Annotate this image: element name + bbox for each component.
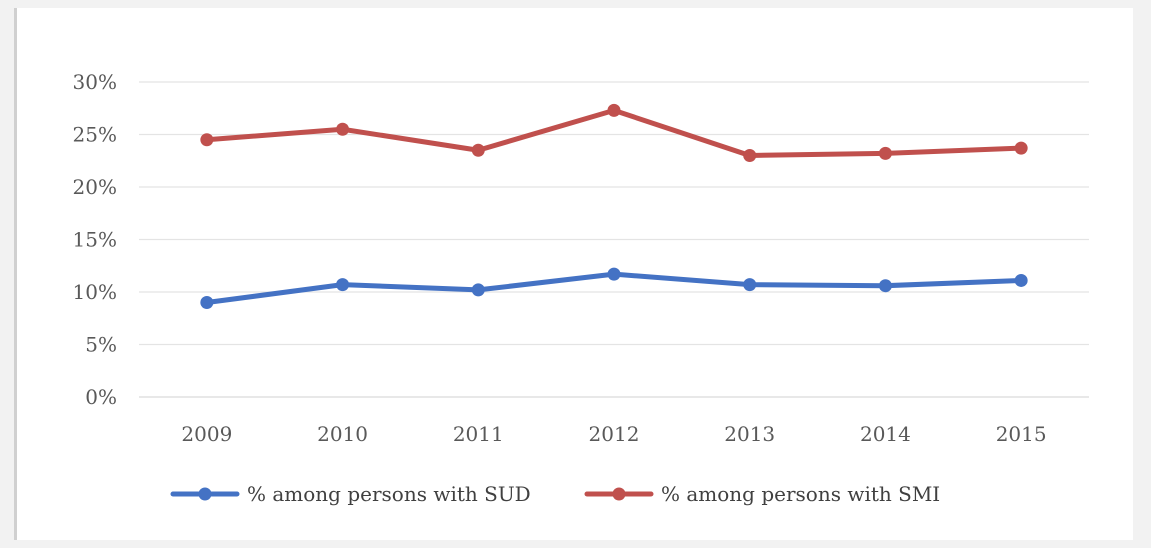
legend-label-1: % among persons with SUD (247, 482, 531, 506)
data-point (1014, 273, 1028, 287)
series-line-2 (204, 107, 1024, 158)
y-tick-label: 0% (85, 385, 117, 409)
y-tick-label: 15% (73, 228, 117, 252)
data-point (607, 103, 621, 117)
legend-label-2: % among persons with SMI (661, 482, 940, 506)
data-point (336, 122, 350, 136)
x-tick-label: 2010 (317, 422, 368, 446)
data-point (878, 279, 892, 293)
y-tick-label: 20% (73, 175, 117, 199)
data-point (878, 146, 892, 160)
data-point (743, 278, 757, 292)
data-point (200, 133, 214, 147)
data-point (1014, 141, 1028, 155)
data-point (607, 267, 621, 281)
legend-marker-1 (198, 487, 212, 501)
x-tick-label: 2014 (860, 422, 911, 446)
data-point (743, 149, 757, 162)
y-tick-label: 5% (85, 333, 117, 357)
data-point (200, 296, 214, 309)
line-chart: 0% 5% 10% 15% 20% 25% 30% 2009 2010 2011 2012 2013 2… (73, 70, 1089, 506)
x-tick-label: 2012 (589, 422, 640, 446)
x-tick-label: 2009 (181, 422, 232, 446)
legend-marker-2 (612, 487, 626, 501)
y-tick-label: 10% (73, 280, 117, 304)
data-point (336, 278, 350, 292)
data-point (471, 283, 485, 297)
data-point (471, 143, 485, 157)
x-tick-label: 2015 (996, 422, 1047, 446)
x-tick-label: 2013 (724, 422, 775, 446)
y-tick-label: 25% (73, 123, 117, 147)
x-tick-label: 2011 (453, 422, 504, 446)
y-tick-label: 30% (73, 70, 117, 94)
chart-panel: 0% 5% 10% 15% 20% 25% 30% 2009 2010 2011 2012 2013 2… (14, 8, 1133, 540)
